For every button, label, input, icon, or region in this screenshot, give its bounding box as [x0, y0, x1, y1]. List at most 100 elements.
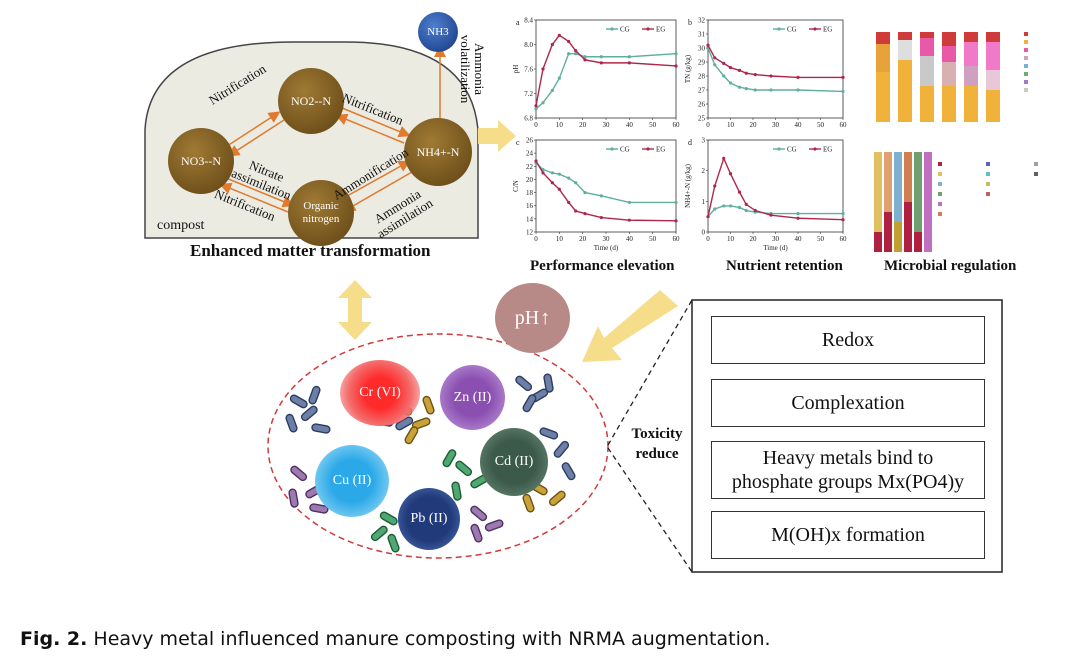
legend-marker	[777, 147, 781, 151]
xtick-label: 40	[626, 121, 634, 129]
data-point-eg	[744, 71, 748, 75]
xtick-label: 40	[795, 235, 803, 243]
node-organic-label: Organic nitrogen	[302, 200, 340, 225]
data-point-cg	[728, 81, 733, 85]
legend-label: EG	[656, 26, 665, 34]
data-point-eg	[599, 215, 603, 220]
double-arrow	[338, 280, 372, 340]
data-point-eg	[796, 216, 800, 220]
data-point-cg	[796, 88, 800, 92]
data-point-eg	[744, 202, 748, 206]
node-nh3-label: NH3	[427, 25, 449, 38]
xtick-label: 20	[579, 121, 587, 129]
node-no3: NO3--N	[168, 128, 234, 194]
data-point-cg	[744, 87, 748, 91]
xtick-label: 50	[817, 121, 825, 129]
node-organic: Organic nitrogen	[288, 180, 354, 246]
data-point-eg	[534, 159, 538, 163]
data-point-cg	[769, 88, 773, 92]
data-point-eg	[627, 61, 631, 65]
node-no2-label: NO2--N	[291, 93, 331, 108]
xtick-label: 30	[603, 121, 611, 129]
series-line-eg	[707, 156, 844, 221]
stacked-bars	[876, 32, 1000, 122]
xtick-label: 10	[727, 121, 735, 129]
xtick-label: 0	[534, 235, 538, 243]
legend-marker	[813, 147, 817, 151]
data-point-eg	[713, 56, 717, 60]
mechanism-phosphate-label: Heavy metals bind to phosphate groups Mx…	[731, 447, 965, 493]
data-point-cg	[744, 208, 748, 213]
xtick-label: 0	[534, 121, 538, 129]
data-point-eg	[550, 42, 554, 47]
data-point-cg	[728, 204, 733, 208]
chart-panel-b: b 25 26 27 28 29 30 31 32 0 10 20 30 40 50 60 TN (g/kg) C…	[684, 17, 847, 130]
xtick-label: 10	[556, 235, 564, 243]
ytick-label: 16	[526, 202, 534, 210]
legend-marker	[646, 147, 650, 151]
panel-letter: c	[516, 138, 520, 147]
section-microbial: Microbial regulation	[884, 258, 1017, 274]
legend-label: CG	[620, 26, 630, 34]
y-axis-label: C/N	[512, 180, 520, 192]
data-point-eg	[769, 74, 773, 78]
metal-cd-label: Cd (II)	[494, 454, 534, 469]
data-point-cg	[550, 171, 554, 175]
data-point-eg	[722, 156, 726, 160]
data-point-cg	[674, 52, 678, 56]
metal-cr: Cr (VI)	[340, 360, 420, 426]
node-no3-label: NO3--N	[181, 153, 221, 168]
ytick-label: 26	[698, 101, 706, 109]
bacteria-cluster	[285, 373, 576, 553]
x-axis-label: Time (d)	[594, 244, 619, 252]
ytick-label: 28	[698, 73, 706, 81]
node-nh4-label: NH4+-N	[416, 144, 460, 159]
data-point-cg	[541, 101, 545, 105]
series-line-cg	[535, 52, 677, 110]
data-point-eg	[599, 61, 603, 65]
mechanism-phosphate: Heavy metals bind to phosphate groups Mx…	[711, 441, 985, 499]
legend-marker	[813, 27, 817, 31]
data-point-eg	[534, 104, 538, 108]
data-point-eg	[574, 209, 578, 213]
ytick-label: 26	[526, 137, 534, 145]
toxicity-label: Toxicity reduce	[631, 426, 683, 462]
data-point-eg	[674, 219, 678, 223]
ytick-label: 29	[698, 59, 706, 67]
data-point-eg	[841, 75, 845, 79]
legend-label: CG	[620, 146, 630, 154]
chart-frame	[707, 19, 844, 119]
y-axis-label: TN (g/kg)	[684, 54, 692, 83]
data-point-eg	[753, 73, 757, 77]
legend-dots-2	[938, 162, 1038, 216]
metal-pb: Pb (II)	[398, 488, 460, 550]
xtick-label: 10	[556, 121, 564, 129]
data-point-cg	[841, 89, 845, 93]
mechanism-complexation-label: Complexation	[791, 392, 905, 414]
data-point-cg	[674, 200, 678, 205]
chart-panel-c: c 12 14 16 18 20 22 24 26 0 10 20 30 40 50 60 Time (d) C/…	[512, 137, 680, 253]
xtick-label: 40	[795, 121, 803, 129]
ytick-label: 32	[698, 17, 706, 25]
panel-letter: a	[516, 18, 520, 27]
x-axis-label: Time (d)	[763, 244, 788, 252]
ytick-label: 0	[702, 229, 706, 237]
data-point-eg	[567, 200, 571, 205]
metal-pb-label: Pb (II)	[410, 511, 448, 526]
y-axis-label: NH4+-N (g/kg)	[684, 163, 692, 207]
xtick-label: 20	[750, 235, 758, 243]
mechanism-hydroxide-label: M(OH)x formation	[771, 524, 925, 546]
series-line-eg	[535, 34, 677, 106]
ytick-label: 7.2	[524, 90, 533, 98]
ytick-label: 22	[526, 163, 534, 171]
data-point-eg	[541, 67, 545, 71]
section-performance: Performance elevation	[530, 258, 675, 274]
data-point-cg	[753, 88, 757, 92]
chart-frame	[535, 19, 677, 119]
metal-cd: Cd (II)	[480, 428, 548, 496]
nitrogen-arrows	[219, 45, 446, 213]
data-point-eg	[674, 64, 678, 68]
legend-label: EG	[823, 26, 832, 34]
